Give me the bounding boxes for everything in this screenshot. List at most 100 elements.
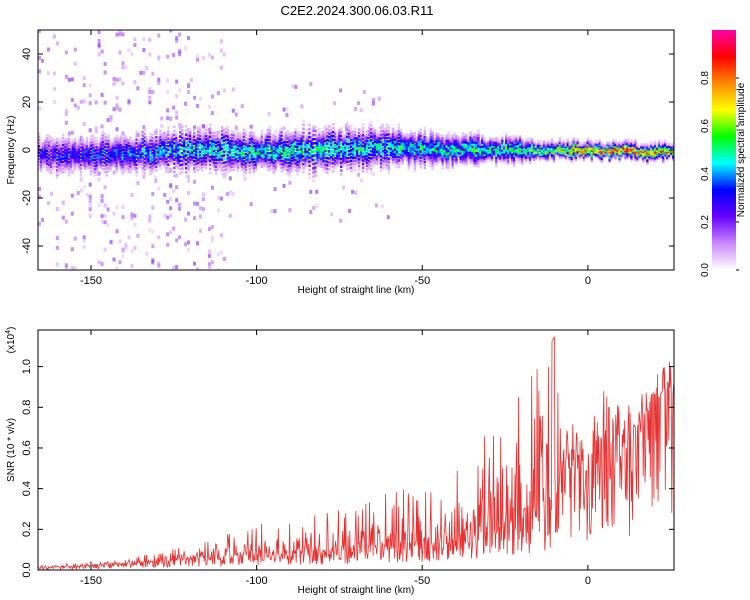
heatmap-cell [336,137,339,141]
heatmap-cell [197,130,200,134]
heatmap-cell [483,155,486,158]
heatmap-cell [542,156,546,159]
heatmap-cell [437,148,440,151]
heatmap-cell [304,152,307,156]
heatmap-cell [123,140,126,143]
heatmap-cell [99,145,103,148]
heatmap-cell [513,143,516,147]
heatmap-cell [660,142,663,145]
heatmap-cell [369,146,373,149]
heatmap-cell [59,160,63,164]
heatmap-cell [254,141,258,145]
heatmap-cell [112,81,116,86]
heatmap-cell [268,125,271,129]
heatmap-cell [151,244,155,249]
heatmap-cell [145,157,148,160]
heatmap-cell [429,127,432,131]
heatmap-cell [425,143,428,147]
heatmap-cell [330,212,334,217]
heatmap-cell [123,137,126,140]
heatmap-cell [574,149,578,153]
heatmap-cell [115,149,118,153]
heatmap-cell [513,137,516,140]
heatmap-cell [457,147,460,151]
heatmap-cell [322,168,325,171]
heatmap-cell [524,146,528,150]
heatmap-cell [65,148,69,152]
heatmap-cell [550,143,554,147]
heatmap-cell [407,133,411,137]
heatmap-cell [234,157,238,161]
heatmap-cell [91,158,95,162]
heatmap-cell [503,152,506,155]
heatmap-cell [118,50,122,55]
heatmap-cell [292,156,295,159]
heatmap-cell [600,152,603,155]
heatmap-cell [469,151,472,155]
snr-x-tick-label: 0 [585,575,591,587]
heatmap-cell [210,94,214,99]
heatmap-cell [242,156,246,160]
heatmap-cell [268,135,271,139]
heatmap-cell [218,148,222,152]
heatmap-cell [234,137,238,141]
colorbar-tick-label: 0.8 [700,71,711,85]
heatmap-cell [507,151,510,155]
heatmap-cell [491,139,494,143]
heatmap-cell [640,143,643,146]
heatmap-cell [662,153,665,157]
heatmap-cell [550,149,554,153]
heatmap-cell [270,158,273,161]
heatmap-cell [252,138,256,142]
heatmap-cell [133,165,136,169]
heatmap-cell [475,151,478,155]
heatmap-cell [77,160,81,164]
heatmap-cell [61,215,65,220]
heatmap-cell [151,260,155,265]
heatmap-cell [288,167,291,171]
heatmap-cell [357,128,361,131]
heatmap-cell [51,168,55,172]
heatmap-cell [204,128,208,132]
heatmap-cell [109,150,112,153]
heatmap-cell [103,167,106,171]
heatmap-cell [473,138,476,142]
heatmap-cell [511,154,514,158]
heatmap-cell [166,232,170,237]
heatmap-cell [409,132,413,135]
heatmap-cell [409,156,413,160]
heatmap-cell [49,155,53,159]
heatmap-cell [618,147,621,151]
heatmap-cell [131,161,134,164]
heatmap-cell [429,146,432,149]
heatmap-cell [76,191,80,196]
heatmap-cell [280,134,283,138]
heatmap-cell [598,147,601,151]
heatmap-cell [197,126,200,130]
heatmap-cell [322,148,325,152]
heatmap-cell [244,165,248,168]
heatmap-cell [463,160,466,164]
heatmap-cell [189,155,192,158]
heatmap-cell [524,153,528,156]
heatmap-cell [173,146,176,149]
heatmap-cell [570,155,574,159]
heatmap-cell [630,155,633,159]
heatmap-cell [425,154,428,158]
heatmap-cell [310,154,313,158]
heatmap-cell [369,142,373,146]
heatmap-cell [367,133,371,137]
heatmap-cell [461,134,464,137]
heatmap-cell [359,158,363,162]
heatmap-cell [608,149,611,153]
heatmap-cell [70,265,74,270]
heatmap-cell [503,159,506,163]
heatmap-cell [93,164,97,168]
snr-y-tick-label: 0.2 [21,522,33,537]
heatmap-cell [417,138,421,142]
heatmap-cell [624,146,627,150]
heatmap-cell [600,144,603,148]
heatmap-cell [163,162,166,165]
heatmap-cell [70,169,74,174]
heatmap-cell [147,166,150,170]
